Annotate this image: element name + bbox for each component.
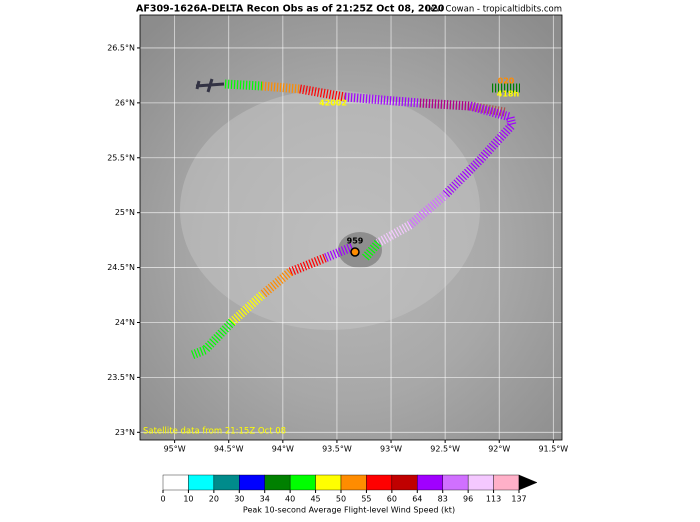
- track-segment: [228, 291, 266, 326]
- colorbar-tick-label: 10: [183, 495, 193, 504]
- satellite-note: Satellite data from 21:15Z Oct 08: [143, 427, 286, 437]
- y-tick-label: 23.5°N: [107, 373, 135, 382]
- map: 959 020 418h 42002 Satellite data from 2…: [140, 15, 562, 440]
- colorbar-segment: [264, 474, 291, 491]
- colorbar-tick-label: 137: [511, 495, 526, 504]
- colorbar-tick-label: 60: [387, 495, 397, 504]
- colorbar-segment: [366, 474, 393, 491]
- aircraft-icon: [195, 78, 225, 93]
- title: AF309-1626A-DELTA Recon Obs as of 21:25Z…: [136, 4, 445, 15]
- colorbar-tick-label: 20: [209, 495, 219, 504]
- colorbar-tick-label: 55: [361, 495, 371, 504]
- colorbar-segment: [289, 474, 316, 491]
- colorbar-segment: [239, 474, 265, 491]
- track-segment: [375, 221, 413, 247]
- track-segment: [288, 253, 327, 277]
- track-segment: [261, 81, 301, 94]
- track-segment: [441, 101, 517, 199]
- map-frame: [139, 14, 563, 441]
- eye: [338, 232, 382, 268]
- y-tick-label: 24.5°N: [107, 263, 135, 272]
- track-segment: [361, 240, 382, 261]
- colorbar-segment: [417, 474, 443, 491]
- track-segment: [259, 268, 293, 299]
- colorbar-segment: [493, 474, 520, 491]
- track-segment: [224, 79, 263, 91]
- colorbar-segment: [467, 474, 494, 491]
- y-tick-label: 24°N: [115, 318, 135, 327]
- colorbar-tick-label: 50: [336, 495, 346, 504]
- colorbar-segment: [391, 474, 418, 491]
- buoy-label: 42002: [319, 99, 347, 108]
- flight-track: [190, 79, 520, 360]
- x-tick-label: 94.5°W: [214, 445, 244, 454]
- colorbar-tick-label: 0: [160, 495, 165, 504]
- y-tick-label: 25.5°N: [107, 153, 135, 162]
- x-tick-label: 91.5°W: [538, 445, 568, 454]
- pressure-label: 959: [347, 237, 364, 246]
- y-tick-label: 25°N: [115, 208, 135, 217]
- colorbar-segment: [162, 474, 189, 491]
- colorbar-tick-label: 30: [234, 495, 244, 504]
- colorbar-extend: [518, 474, 538, 491]
- track-segment: [190, 318, 236, 360]
- colorbar-segment: [188, 474, 215, 491]
- colorbar-tick-label: 113: [486, 495, 501, 504]
- colorbar-segment: [315, 474, 342, 491]
- x-tick-label: 92.5°W: [430, 445, 460, 454]
- x-tick-label: 93.5°W: [322, 445, 352, 454]
- x-tick-label: 95°W: [164, 445, 186, 454]
- colorbar-segment: [213, 474, 240, 491]
- x-tick-label: 93°W: [380, 445, 402, 454]
- colorbar-segment: [340, 474, 367, 491]
- colorbar-tick-label: 34: [260, 495, 270, 504]
- colorbar-label: Peak 10-second Average Flight-level Wind…: [243, 506, 455, 515]
- colorbar-tick-label: 45: [310, 495, 320, 504]
- colorbar: 0 10 20 30 34 40 45 50 55 60 64 83 96 113 137: [160, 474, 538, 504]
- credit: Levi Cowan - tropicaltidbits.com: [426, 5, 562, 15]
- colorbar-tick-label: 64: [412, 495, 422, 504]
- x-tick-label: 94°W: [272, 445, 294, 454]
- sonde-label: 020: [498, 77, 515, 86]
- colorbar-tick-label: 96: [463, 495, 473, 504]
- storm-center: [350, 247, 360, 257]
- cloud-mass: [180, 90, 480, 330]
- sonde-label: 418h: [497, 90, 520, 99]
- colorbar-tick-label: 83: [438, 495, 448, 504]
- track-segment: [323, 242, 354, 263]
- y-tick-label: 26.5°N: [107, 43, 135, 52]
- y-tick-label: 26°N: [115, 98, 135, 107]
- colorbar-tick-label: 40: [285, 495, 295, 504]
- colorbar-segment: [442, 474, 469, 491]
- y-tick-label: 23°N: [115, 428, 135, 437]
- x-tick-label: 92°W: [488, 445, 510, 454]
